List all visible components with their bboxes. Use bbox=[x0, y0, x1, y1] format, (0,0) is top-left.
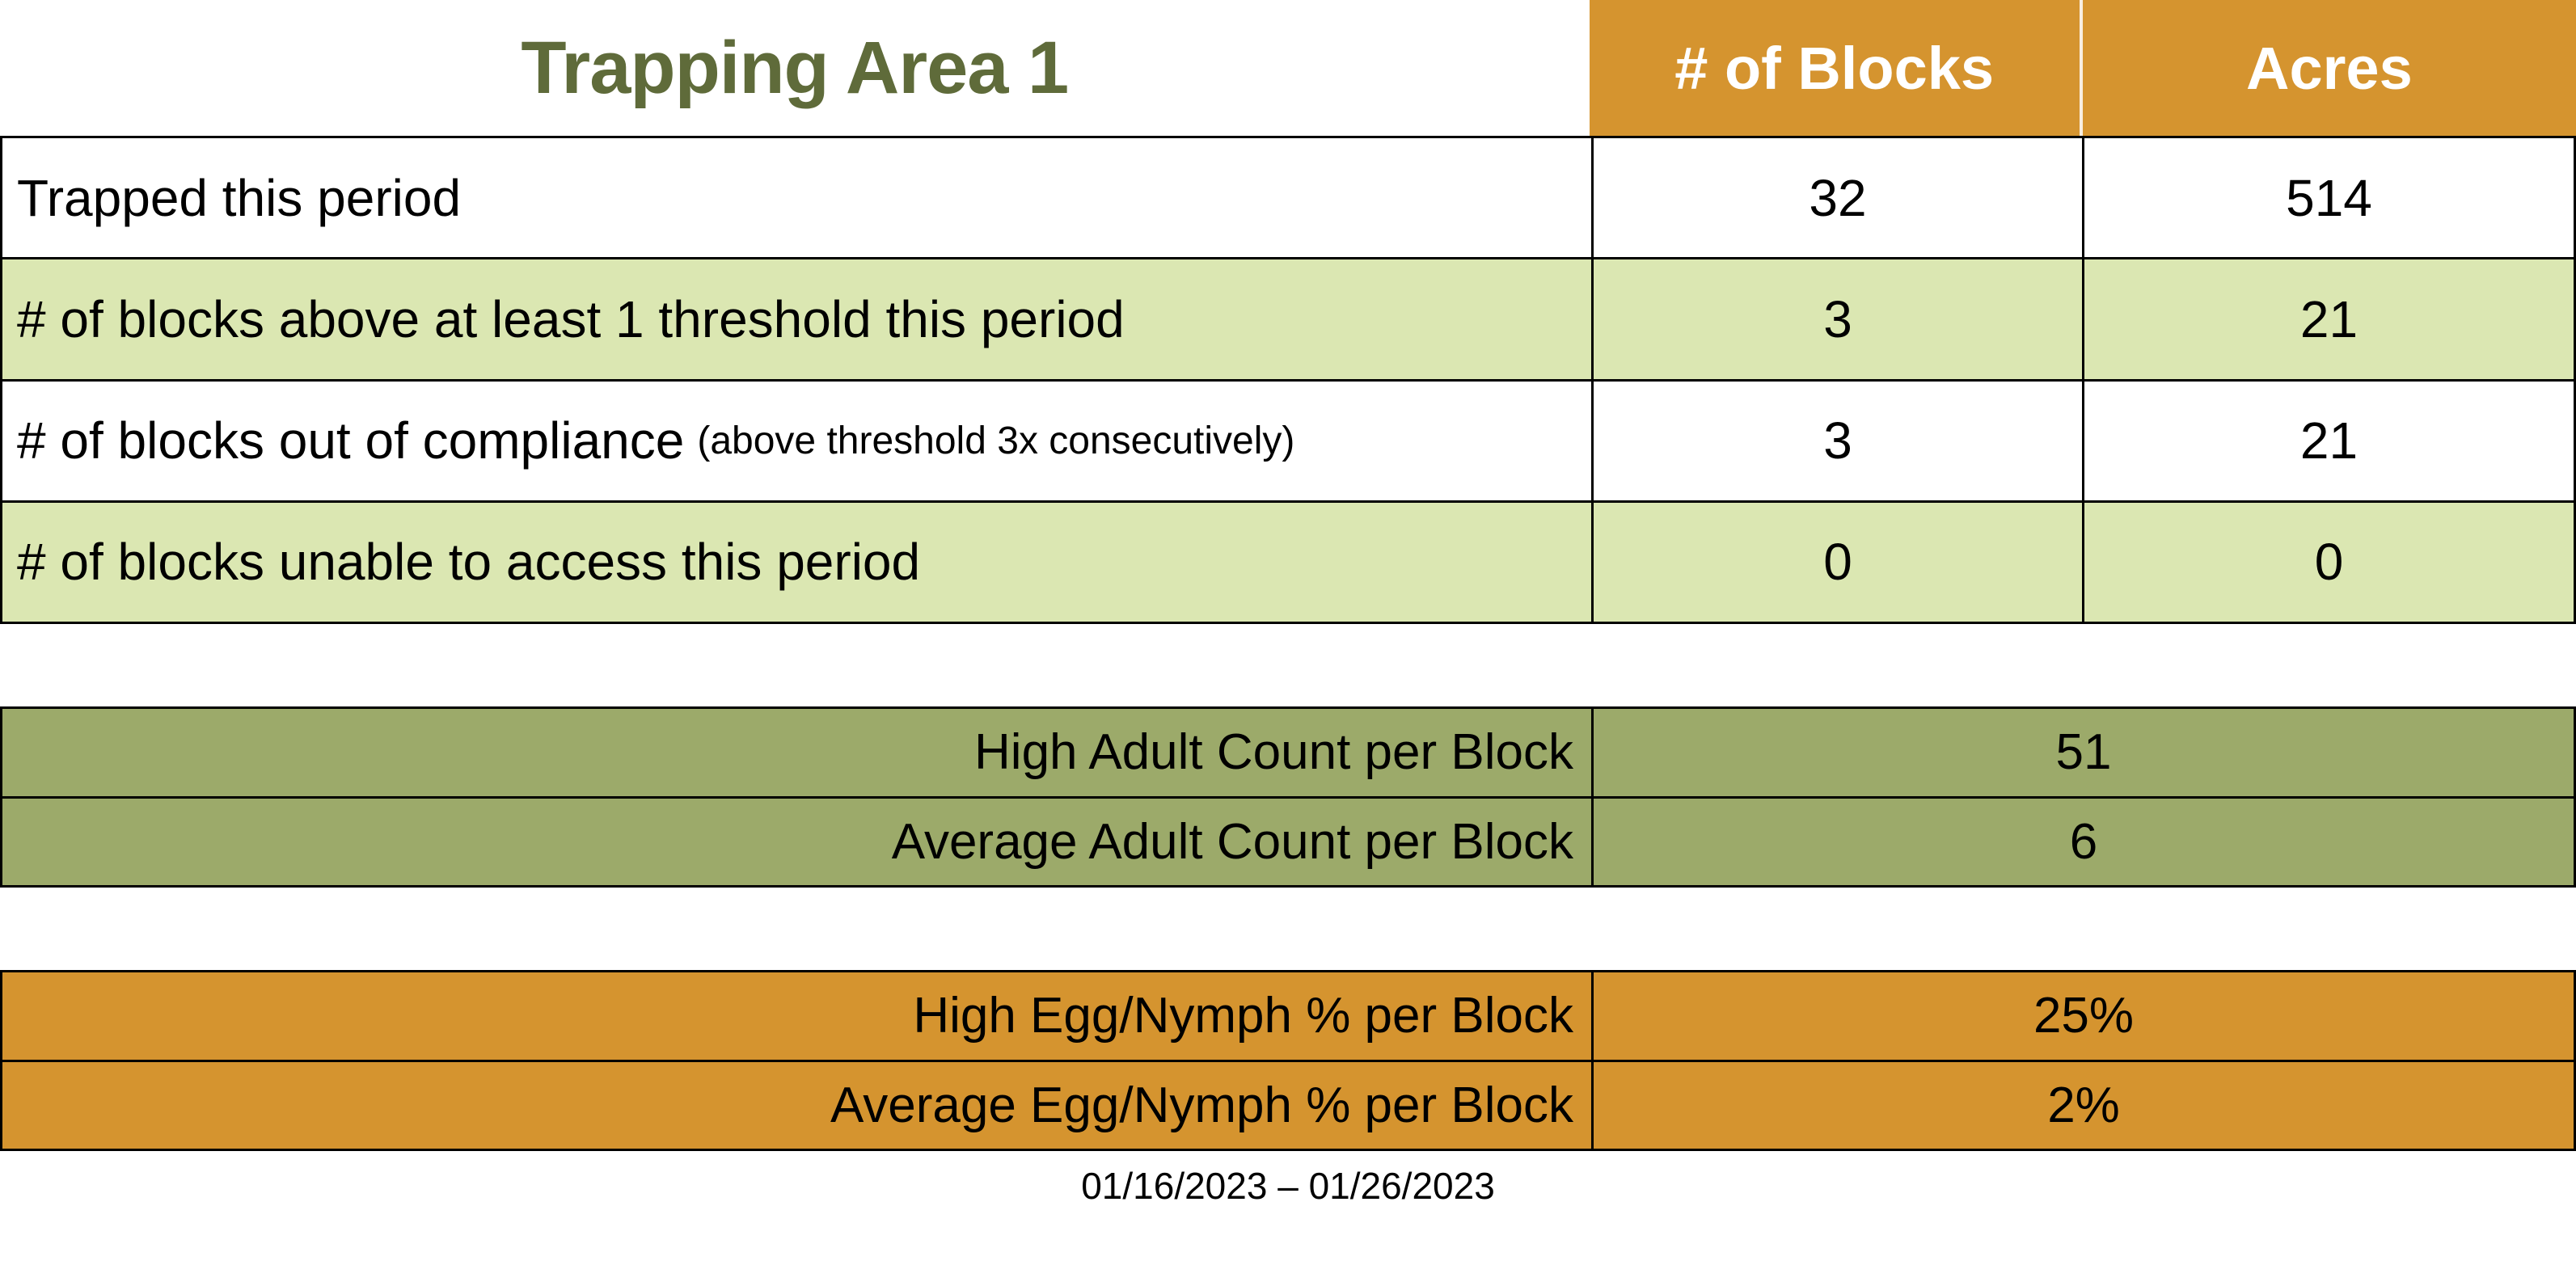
summary-row-blocks-value: 32 bbox=[1594, 138, 2082, 258]
header-title-cell: Trapping Area 1 bbox=[0, 0, 1590, 136]
adult-high-label-cell: High Adult Count per Block bbox=[2, 709, 1591, 796]
row-acres-text: 21 bbox=[2299, 289, 2359, 348]
row-blocks-text: 0 bbox=[1823, 533, 1852, 592]
egg-average-value-cell: 2% bbox=[1594, 1061, 2574, 1149]
egg-high-label: High Egg/Nymph % per Block bbox=[913, 988, 1573, 1044]
row-blocks-text: 32 bbox=[1809, 168, 1867, 227]
summary-row-blocks-value: 3 bbox=[1594, 381, 2082, 500]
adult-average-value: 6 bbox=[2069, 813, 2098, 870]
adult-high-label: High Adult Count per Block bbox=[974, 724, 1573, 781]
adult-high-value-cell: 51 bbox=[1594, 709, 2574, 796]
row-label-text: # of blocks out of compliance bbox=[17, 411, 685, 470]
row-acres-text: 21 bbox=[2299, 411, 2359, 470]
summary-row-label: Trapped this period bbox=[2, 138, 1591, 258]
summary-row-acres-value: 21 bbox=[2084, 259, 2574, 379]
row-acres-text: 514 bbox=[2286, 168, 2372, 227]
row-blocks-text: 3 bbox=[1823, 289, 1852, 348]
egg-high-value-cell: 25% bbox=[1594, 972, 2574, 1060]
row-label-text: Trapped this period bbox=[17, 168, 462, 227]
row-label-text: # of blocks above at least 1 threshold t… bbox=[17, 289, 1125, 348]
egg-high-value: 25% bbox=[2033, 988, 2135, 1044]
egg-nymph-table: High Egg/Nymph % per Block 25% Average E… bbox=[0, 970, 2576, 1151]
egg-average-label-cell: Average Egg/Nymph % per Block bbox=[2, 1061, 1591, 1149]
report-period: 01/16/2023 – 01/26/2023 bbox=[0, 1158, 2576, 1214]
summary-row-acres-value: 0 bbox=[2084, 502, 2574, 622]
row-blocks-text: 3 bbox=[1823, 411, 1852, 470]
summary-row-label: # of blocks above at least 1 threshold t… bbox=[2, 259, 1591, 379]
row-label-note: (above threshold 3x consecutively) bbox=[697, 419, 1295, 462]
adult-average-label: Average Adult Count per Block bbox=[891, 813, 1573, 870]
summary-row-acres-value: 21 bbox=[2084, 381, 2574, 500]
egg-average-label: Average Egg/Nymph % per Block bbox=[830, 1077, 1573, 1133]
summary-row-blocks-value: 3 bbox=[1594, 259, 2082, 379]
page-title: Trapping Area 1 bbox=[521, 26, 1069, 109]
adult-average-label-cell: Average Adult Count per Block bbox=[2, 798, 1591, 885]
summary-row-label: # of blocks unable to access this period bbox=[2, 502, 1591, 622]
column-header-blocks: # of Blocks bbox=[1589, 0, 2080, 136]
report-period-text: 01/16/2023 – 01/26/2023 bbox=[1081, 1165, 1495, 1207]
adult-high-value: 51 bbox=[2055, 724, 2112, 781]
egg-high-label-cell: High Egg/Nymph % per Block bbox=[2, 972, 1591, 1060]
column-header-blocks-label: # of Blocks bbox=[1674, 34, 1995, 102]
summary-row-blocks-value: 0 bbox=[1594, 502, 2082, 622]
row-acres-text: 0 bbox=[2314, 533, 2344, 592]
summary-table-header: Trapping Area 1 # of Blocks Acres bbox=[0, 0, 2576, 136]
summary-row-label: # of blocks out of compliance (above thr… bbox=[2, 381, 1591, 500]
adult-count-table: High Adult Count per Block 51 Average Ad… bbox=[0, 706, 2576, 888]
row-label-text: # of blocks unable to access this period bbox=[17, 533, 921, 592]
column-header-acres-label: Acres bbox=[2246, 34, 2413, 102]
summary-table-body: Trapped this period 32 514 # of blocks a… bbox=[0, 136, 2576, 624]
column-header-acres: Acres bbox=[2079, 0, 2576, 136]
egg-average-value: 2% bbox=[2047, 1077, 2120, 1133]
summary-row-acres-value: 514 bbox=[2084, 138, 2574, 258]
adult-average-value-cell: 6 bbox=[1594, 798, 2574, 885]
